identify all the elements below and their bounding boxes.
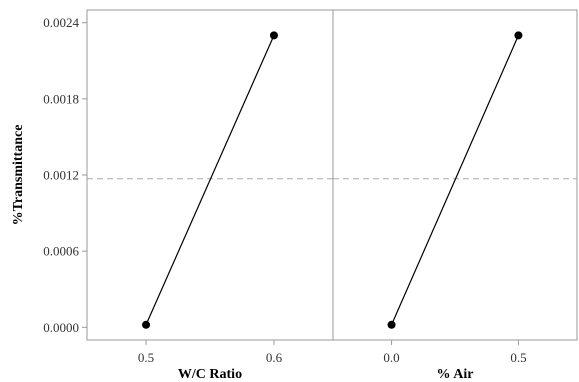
x-axis-title: W/C Ratio (178, 367, 242, 382)
series-line (391, 35, 519, 326)
y-tick-label: 0.0012 (43, 168, 79, 183)
y-axis: 0.0000 0.0006 0.0012 0.0018 0.0024 (43, 15, 87, 335)
x-tick-label: 0.6 (266, 350, 283, 365)
panel-1: 0.5 0.6 W/C Ratio (86, 9, 334, 382)
x-tick-label: 0.5 (138, 350, 154, 365)
x-tick-label: 0.5 (510, 350, 526, 365)
series-line (145, 35, 275, 326)
panel-2: 0.0 0.5 % Air (332, 9, 578, 382)
y-tick-label: 0.0024 (43, 15, 79, 30)
data-point (387, 320, 396, 329)
y-axis-title: %Transmittance (11, 125, 26, 226)
data-point (142, 320, 151, 329)
data-point (514, 31, 523, 40)
data-point (269, 31, 278, 40)
y-tick-label: 0.0000 (43, 320, 79, 335)
panel-frame (332, 9, 578, 341)
y-tick-label: 0.0018 (43, 91, 79, 106)
x-axis-title: % Air (437, 367, 474, 382)
x-tick-label: 0.0 (383, 350, 399, 365)
panels-layer: 0.5 0.6 W/C Ratio 0.0 0.5 % Air (86, 9, 578, 382)
y-tick-label: 0.0006 (43, 244, 79, 259)
panel-frame (86, 9, 334, 341)
